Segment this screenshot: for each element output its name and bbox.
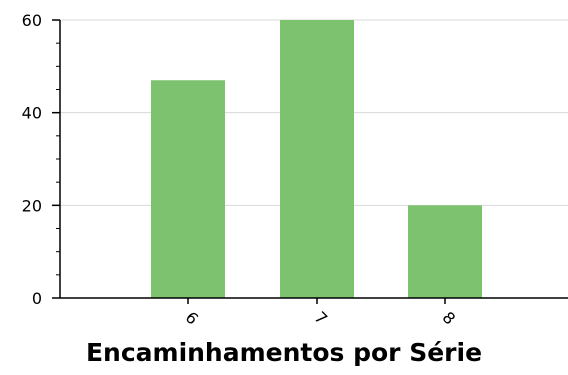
- x-tick-label: 6: [182, 308, 203, 329]
- y-tick-label: 40: [22, 104, 42, 123]
- y-tick-label: 60: [22, 11, 42, 30]
- tick-labels: 0 20 40 60 6 7 8: [22, 11, 460, 328]
- bar-8: [408, 205, 482, 298]
- x-tick-label: 7: [311, 308, 332, 329]
- x-tick-label: 8: [439, 308, 460, 329]
- y-tick-label: 20: [22, 196, 42, 215]
- bar-7: [280, 20, 354, 298]
- bar-chart: 0 20 40 60 6 7 8: [22, 11, 568, 328]
- chart-title: Encaminhamentos por Série: [85, 338, 483, 367]
- bar-6: [151, 80, 225, 298]
- bars: [151, 20, 482, 298]
- y-tick-label: 0: [32, 289, 42, 308]
- axes: [52, 19, 568, 304]
